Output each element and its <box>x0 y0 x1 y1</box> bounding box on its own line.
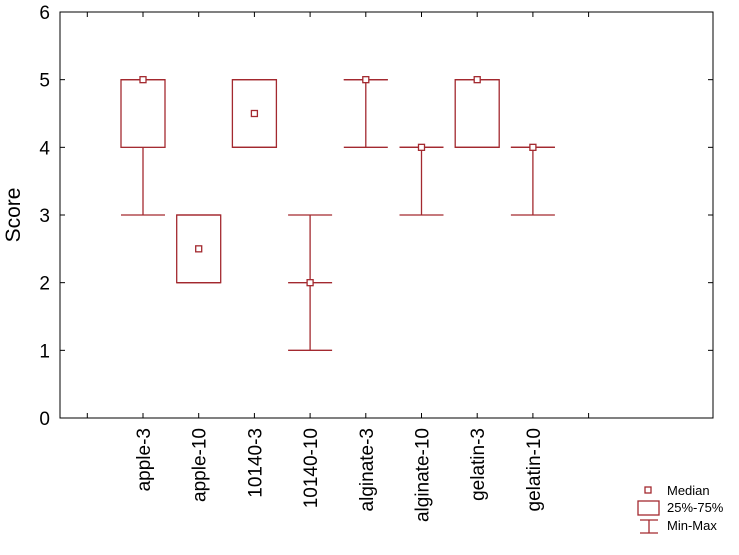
box-series <box>120 76 555 351</box>
x-tick-label: apple-3 <box>134 428 155 491</box>
legend-median-label: Median <box>667 483 710 498</box>
iqr-box <box>120 79 166 148</box>
x-axis: apple-3 apple-10 10140-3 10140-10 alginate-3… <box>86 12 590 522</box>
box-gelatin-3 <box>454 76 500 148</box>
y-axis: 0 1 2 3 4 5 6 <box>39 3 713 430</box>
iqr-box <box>231 79 278 148</box>
box-10140-10 <box>288 214 333 351</box>
median-marker <box>417 143 426 151</box>
box-alginate-3 <box>343 76 388 148</box>
legend-whisker-marker <box>640 519 658 534</box>
y-tick-label: 0 <box>39 409 50 430</box>
median-marker <box>306 279 314 287</box>
median-marker <box>250 109 259 118</box>
box-gelatin-10 <box>510 143 555 216</box>
y-tick-label: 3 <box>39 206 50 227</box>
x-tick-label: 10140-10 <box>301 428 322 508</box>
legend: Median 25%-75% Min-Max <box>637 483 724 534</box>
box-alginate-10 <box>399 143 444 216</box>
x-tick-label: 10140-3 <box>245 428 266 498</box>
legend-whisker-label: Min-Max <box>667 518 717 533</box>
median-marker <box>195 245 203 253</box>
x-tick-label: alginate-10 <box>413 428 434 522</box>
legend-box-marker <box>637 500 660 516</box>
y-tick-label: 2 <box>39 274 50 295</box>
median-marker <box>473 76 481 84</box>
iqr-box <box>454 79 500 148</box>
y-tick-label: 5 <box>39 71 50 92</box>
median-marker <box>362 76 370 84</box>
box-apple-10 <box>176 214 222 284</box>
y-tick-label: 6 <box>39 3 50 24</box>
y-axis-title: Score <box>2 188 25 243</box>
median-marker <box>529 143 537 151</box>
x-tick-label: alginate-3 <box>357 428 378 511</box>
box-apple-3 <box>120 76 166 216</box>
median-marker <box>139 76 147 84</box>
y-tick-label: 1 <box>39 341 50 362</box>
y-tick-label: 4 <box>39 138 50 159</box>
legend-median-marker <box>644 486 652 494</box>
box-10140-3 <box>231 79 278 148</box>
iqr-box <box>176 214 222 284</box>
x-tick-label: apple-10 <box>190 428 211 502</box>
x-tick-label: gelatin-10 <box>524 428 545 511</box>
legend-box-label: 25%-75% <box>667 500 724 515</box>
x-tick-label: gelatin-3 <box>468 428 489 501</box>
